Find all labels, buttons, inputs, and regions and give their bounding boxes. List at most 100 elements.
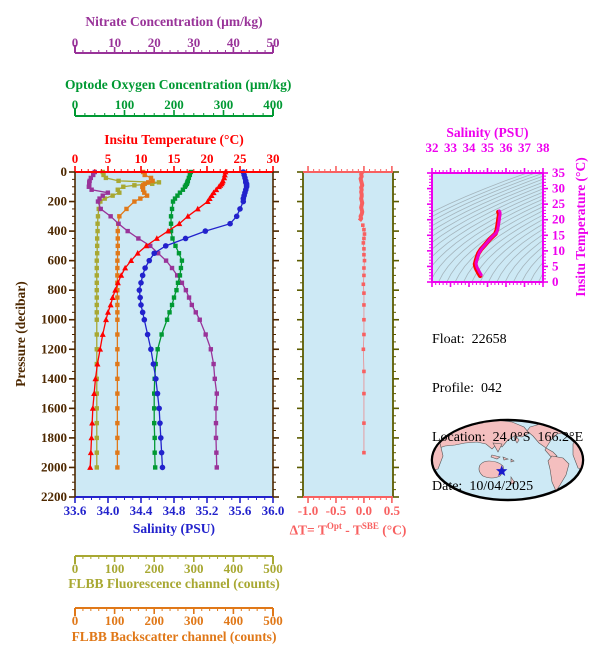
fluorescence-axis-title: FLBB Fluorescence channel (counts) — [68, 576, 280, 591]
tick-label: 1400 — [41, 371, 67, 386]
tick-label: 30 — [552, 181, 565, 196]
axis-nitrate-concentration-m-kg-: 0 10 20 30 40 50 — [72, 35, 280, 54]
tick-label: -0.5 — [326, 503, 347, 518]
tick-label: 200 — [164, 97, 184, 112]
tick-label: 2000 — [41, 459, 67, 474]
tick-label: 35 — [552, 165, 566, 180]
series-salinity — [136, 169, 250, 471]
tick-label: 200 — [144, 613, 164, 628]
tick-label: 25 — [234, 151, 248, 166]
tick-label: 0.0 — [356, 503, 372, 518]
tick-label: 5 — [552, 258, 559, 273]
tick-label: 200 — [48, 194, 68, 209]
series-flbb_backscatter — [115, 169, 155, 470]
ts-temperature-title: Insitu Temperature (°C) — [573, 157, 588, 297]
tick-label: 30 — [187, 35, 200, 50]
dt-label-suffix: (°C) — [378, 522, 407, 538]
tick-label: 400 — [48, 223, 68, 238]
tick-label: 32 — [426, 140, 439, 155]
tick-label: 34.8 — [163, 503, 186, 518]
tick-label: 500 — [263, 613, 283, 628]
tick-label: 0 — [72, 561, 79, 576]
tick-label: 25 — [552, 196, 566, 211]
tick-label: 34 — [463, 140, 477, 155]
tick-label: 200 — [144, 561, 164, 576]
tick-label: 300 — [214, 97, 234, 112]
tick-label: 20 — [552, 212, 565, 227]
tick-label: 2200 — [41, 489, 67, 504]
tick-label: 50 — [267, 35, 280, 50]
tick-label: 36 — [500, 140, 514, 155]
delta-t-plot-area — [303, 172, 393, 497]
axis-insitu-temperature-c-: 0 5 10 15 20 25 30 — [72, 151, 280, 173]
ts-curve — [474, 209, 502, 277]
oxygen-axis-title: Optode Oxygen Concentration (µm/kg) — [65, 77, 292, 92]
tick-label: 100 — [105, 613, 125, 628]
axis-flbb-fluorescence-channel-counts-: 0 100 200 300 400 500 — [72, 555, 283, 576]
dt-label-mid: - T — [341, 522, 362, 538]
world-map — [430, 418, 585, 502]
tick-label: 0 — [72, 97, 79, 112]
series-insitu_temperature — [87, 168, 229, 470]
tick-label: 37 — [518, 140, 532, 155]
tick-label: 40 — [227, 35, 240, 50]
float-location-marker — [496, 465, 508, 476]
axis-optode-oxygen-concentration-m-kg-: 0 100 200 300 400 — [72, 97, 283, 117]
tick-label: 30 — [267, 151, 280, 166]
tick-label: 20 — [201, 151, 214, 166]
tick-label: 5 — [105, 151, 112, 166]
tick-label: 300 — [184, 561, 204, 576]
date-line: Date: 10/04/2025 — [432, 479, 534, 494]
tick-label: 0 — [72, 613, 79, 628]
tick-label: 400 — [224, 613, 244, 628]
tick-label: 800 — [48, 282, 68, 297]
pressure-axis-title: Pressure (decibar) — [13, 281, 28, 387]
tick-label: 36.0 — [262, 503, 285, 518]
tick-label: 20 — [148, 35, 161, 50]
delta-t-axis-title: ΔT= TOpt - TSBE (°C) — [288, 521, 408, 539]
axis-delta-t-x: -1.0 -0.5 0.0 0.5 — [298, 496, 401, 518]
tick-label: 600 — [48, 253, 68, 268]
tick-label: 10 — [552, 243, 565, 258]
location-line: Location: 24.0°S 166.2°E — [432, 430, 584, 445]
pressure-axis: 0 200 400 600 800 1000 1200 1400 1600 1800 2000 220… — [41, 164, 76, 504]
tick-label: 10 — [108, 35, 121, 50]
backscatter-axis-title: FLBB Backscatter channel (counts) — [71, 629, 277, 644]
tick-label: 500 — [263, 561, 283, 576]
axis-delta-t-x — [303, 166, 393, 173]
tick-label: 100 — [115, 97, 135, 112]
salinity-axis-title: Salinity (PSU) — [132, 521, 216, 536]
tick-label: 1600 — [41, 400, 67, 415]
pressure-axis — [272, 171, 279, 498]
axis-flbb-backscatter-channel-counts-: 0 100 200 300 400 500 — [72, 607, 283, 628]
tick-label: 400 — [224, 561, 244, 576]
tick-label: 0 — [72, 35, 79, 50]
ts-salinity-title: Salinity (PSU) — [446, 125, 529, 140]
tick-label: 34.0 — [97, 503, 120, 518]
tick-label: -1.0 — [298, 503, 319, 518]
tick-label: 15 — [168, 151, 182, 166]
tick-label: 300 — [184, 613, 204, 628]
axis-salinity-psu-: 33.6 34.0 34.4 34.8 35.2 35.6 36.0 — [64, 496, 285, 518]
delta-t-panel — [297, 171, 399, 498]
tick-label: 100 — [105, 561, 125, 576]
temperature-axis-title: Insitu Temperature (°C) — [104, 132, 244, 147]
tick-label: 1800 — [41, 430, 67, 445]
tick-label: 33 — [444, 140, 458, 155]
float-id-line: Float: 22658 — [432, 332, 507, 347]
profile-number-line: Profile: 042 — [432, 381, 502, 396]
dt-label-sup1: Opt — [326, 521, 342, 531]
tick-label: 10 — [135, 151, 148, 166]
series-nitrate — [86, 169, 219, 470]
tick-label: 35 — [481, 140, 495, 155]
float-info-block: Float: 22658 Profile: 042 Location: 24.0… — [432, 300, 583, 528]
tick-label: 1200 — [41, 341, 67, 356]
tick-label: 0 — [552, 274, 559, 289]
tick-label: 15 — [552, 227, 566, 242]
tick-label: 0 — [72, 151, 79, 166]
tick-label: 400 — [263, 97, 283, 112]
nitrate-axis-title: Nitrate Concentration (µm/kg) — [85, 14, 263, 29]
